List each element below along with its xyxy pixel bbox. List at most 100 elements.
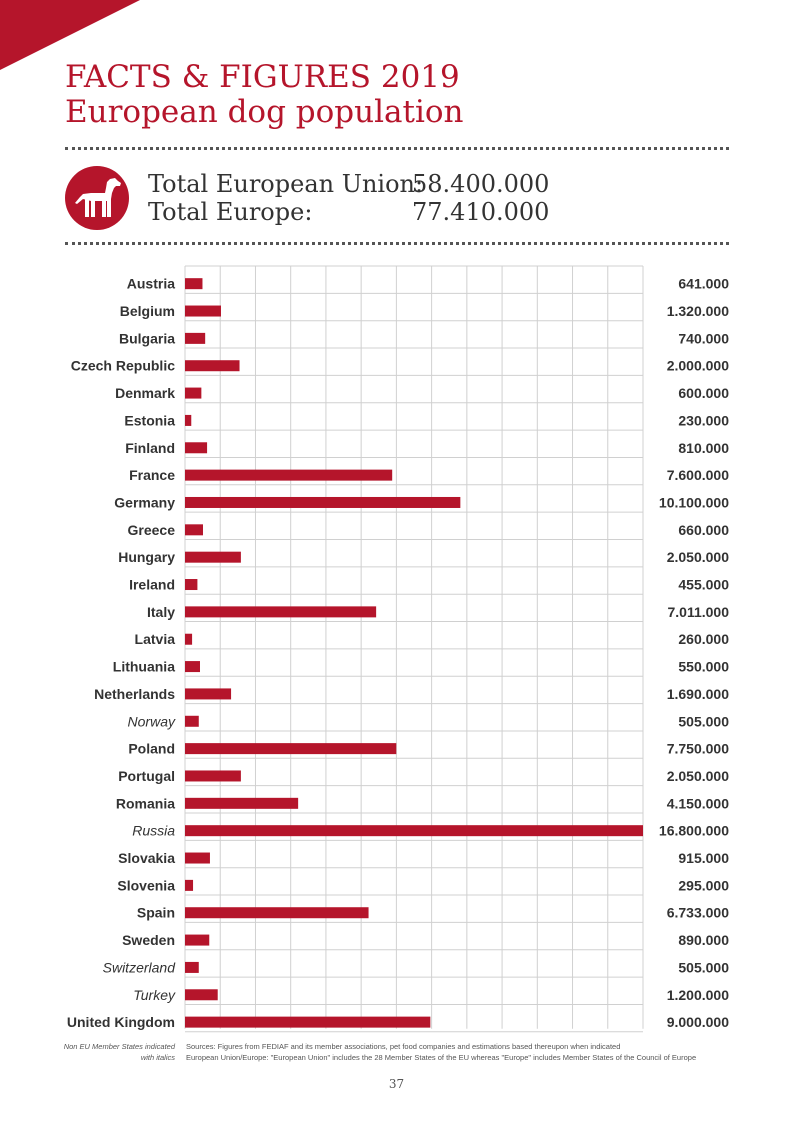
bar [185, 442, 208, 454]
category-label: Portugal [118, 768, 175, 784]
bar [185, 524, 203, 536]
dog-badge [65, 166, 129, 230]
bar [185, 1016, 431, 1028]
category-label: Hungary [118, 549, 175, 565]
bar [185, 852, 210, 864]
bar [185, 633, 193, 645]
sources-note-line-1: Sources: Figures from FEDIAF and its mem… [186, 1042, 621, 1051]
bar [185, 961, 199, 973]
category-label: Germany [114, 494, 175, 510]
bar [185, 579, 198, 591]
bar [185, 797, 299, 809]
italics-note-line-1: Non EU Member States indicated [63, 1042, 175, 1051]
category-label: Norway [128, 713, 176, 729]
sources-note: Sources: Figures from FEDIAF and its mem… [186, 1041, 696, 1063]
value-label: 9.000.000 [667, 1014, 729, 1030]
value-label: 10.100.000 [659, 494, 729, 510]
bar [185, 715, 199, 727]
value-label: 295.000 [678, 877, 729, 893]
bar [185, 469, 393, 481]
title-line-2: European dog population [65, 94, 464, 130]
italics-note-line-2: with italics [140, 1053, 175, 1062]
value-label: 550.000 [678, 659, 729, 675]
value-label: 1.320.000 [667, 303, 729, 319]
page-number: 37 [388, 1077, 405, 1091]
value-label: 7.600.000 [667, 467, 729, 483]
category-label: Greece [128, 522, 176, 538]
value-label: 600.000 [678, 385, 729, 401]
bar [185, 661, 200, 673]
page-title: FACTS & FIGURES 2019 European dog popula… [65, 60, 464, 130]
bar [185, 989, 218, 1001]
bar [185, 551, 241, 563]
title-line-1: FACTS & FIGURES 2019 [65, 59, 460, 95]
divider-bottom [65, 242, 729, 245]
category-label: Poland [128, 741, 175, 757]
value-label: 6.733.000 [667, 905, 729, 921]
bar [185, 360, 240, 372]
category-label: France [129, 467, 175, 483]
value-label: 740.000 [678, 330, 729, 346]
value-label: 2.000.000 [667, 358, 729, 374]
value-label: 7.750.000 [667, 741, 729, 757]
bar [185, 606, 377, 618]
category-label: Estonia [124, 412, 175, 428]
category-label: Finland [125, 440, 175, 456]
eu-total-value: 58.400.000 [412, 170, 550, 198]
corner-decoration [0, 0, 140, 70]
category-label: Slovakia [118, 850, 175, 866]
bar [185, 688, 232, 700]
divider-top [65, 147, 729, 150]
category-label: Slovenia [117, 877, 175, 893]
dog-icon [75, 178, 121, 217]
value-label: 890.000 [678, 932, 729, 948]
category-label: Bulgaria [119, 330, 175, 346]
category-label: Czech Republic [71, 358, 175, 374]
bar [185, 496, 461, 508]
europe-total-value: 77.410.000 [412, 198, 550, 226]
value-label: 455.000 [678, 577, 729, 593]
value-label: 505.000 [678, 713, 729, 729]
bar [185, 825, 643, 837]
category-label: Turkey [133, 987, 176, 1003]
value-label: 2.050.000 [667, 768, 729, 784]
bar [185, 770, 241, 782]
italics-note: Non EU Member States indicated with ital… [64, 1041, 175, 1063]
category-label: Lithuania [113, 659, 175, 675]
bar [185, 332, 206, 344]
value-label: 16.800.000 [659, 823, 729, 839]
value-label: 7.011.000 [667, 604, 729, 620]
category-label: Romania [116, 795, 175, 811]
europe-total-label: Total Europe: [148, 198, 313, 226]
value-label: 641.000 [678, 276, 729, 292]
value-label: 1.690.000 [667, 686, 729, 702]
category-label: Ireland [129, 577, 175, 593]
eu-total-label: Total European Union: [148, 170, 424, 198]
bar [185, 934, 210, 946]
sources-note-line-2: European Union/Europe: "European Union" … [186, 1053, 697, 1062]
bar [185, 879, 194, 891]
category-label: Italy [147, 604, 175, 620]
bar [185, 743, 397, 755]
value-label: 660.000 [678, 522, 729, 538]
value-label: 4.150.000 [667, 795, 729, 811]
category-label: Latvia [135, 631, 176, 647]
value-label: 2.050.000 [667, 549, 729, 565]
value-label: 260.000 [678, 631, 729, 647]
bar [185, 387, 202, 399]
category-label: Netherlands [94, 686, 175, 702]
category-label: United Kingdom [67, 1014, 175, 1030]
bar [185, 907, 369, 919]
category-label: Russia [132, 823, 175, 839]
category-label: Spain [137, 905, 175, 921]
bar [185, 278, 203, 290]
value-label: 810.000 [678, 440, 729, 456]
bar [185, 414, 192, 426]
value-label: 1.200.000 [667, 987, 729, 1003]
bar [185, 305, 221, 317]
category-label: Switzerland [103, 959, 177, 975]
value-label: 915.000 [678, 850, 729, 866]
category-label: Austria [127, 276, 175, 292]
value-label: 505.000 [678, 959, 729, 975]
value-label: 230.000 [678, 412, 729, 428]
